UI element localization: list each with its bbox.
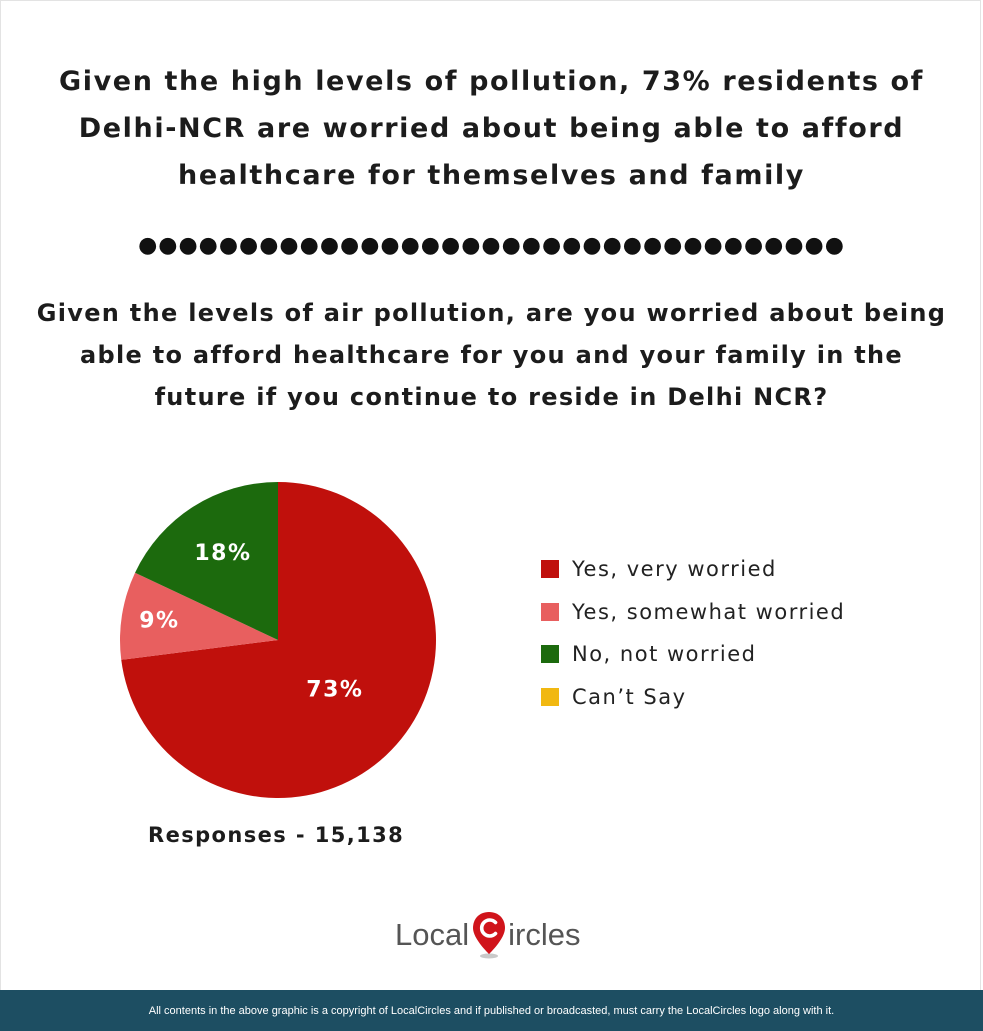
pie-label-0: 73%	[306, 678, 363, 703]
pie-slice-2	[135, 482, 278, 640]
copyright-footer: All contents in the above graphic is a c…	[0, 990, 983, 1031]
survey-question: Given the levels of air pollution, are y…	[36, 299, 947, 411]
localcircles-logo: Local ircles	[395, 910, 580, 960]
pie-chart: 73% 9% 18%	[120, 482, 436, 798]
legend-swatch-1	[541, 602, 559, 621]
legend-label-0: Yes, very worried	[572, 557, 777, 582]
legend-swatch-2	[541, 645, 559, 664]
map-pin-c-icon	[473, 912, 506, 959]
legend-label-2: No, not worried	[572, 642, 757, 667]
pie-label-1: 9%	[139, 609, 179, 634]
legend-label-3: Can’t Say	[572, 684, 687, 709]
logo-text-ircles: ircles	[508, 917, 581, 952]
dotted-divider: ●●●●●●●●●●●●●●●●●●●●●●●●●●●●●●●●●●●	[138, 233, 845, 258]
chart-legend: Yes, very worried Yes, somewhat worried No…	[541, 548, 845, 718]
responses-count: Responses - 15,138	[148, 823, 405, 847]
legend-item-3: Can’t Say	[541, 676, 845, 719]
legend-item-1: Yes, somewhat worried	[541, 591, 845, 634]
pie-slice-0	[121, 482, 436, 798]
legend-item-0: Yes, very worried	[541, 548, 845, 591]
pie-label-2: 18%	[194, 541, 251, 566]
logo-text-local: Local	[395, 917, 470, 952]
legend-label-1: Yes, somewhat worried	[572, 599, 846, 624]
legend-item-2: No, not worried	[541, 633, 845, 676]
legend-swatch-0	[541, 560, 559, 579]
pie-slice-1	[120, 572, 278, 660]
headline: Given the high levels of pollution, 73% …	[58, 66, 925, 191]
graphic-frame	[0, 0, 981, 990]
legend-swatch-3	[541, 687, 559, 706]
